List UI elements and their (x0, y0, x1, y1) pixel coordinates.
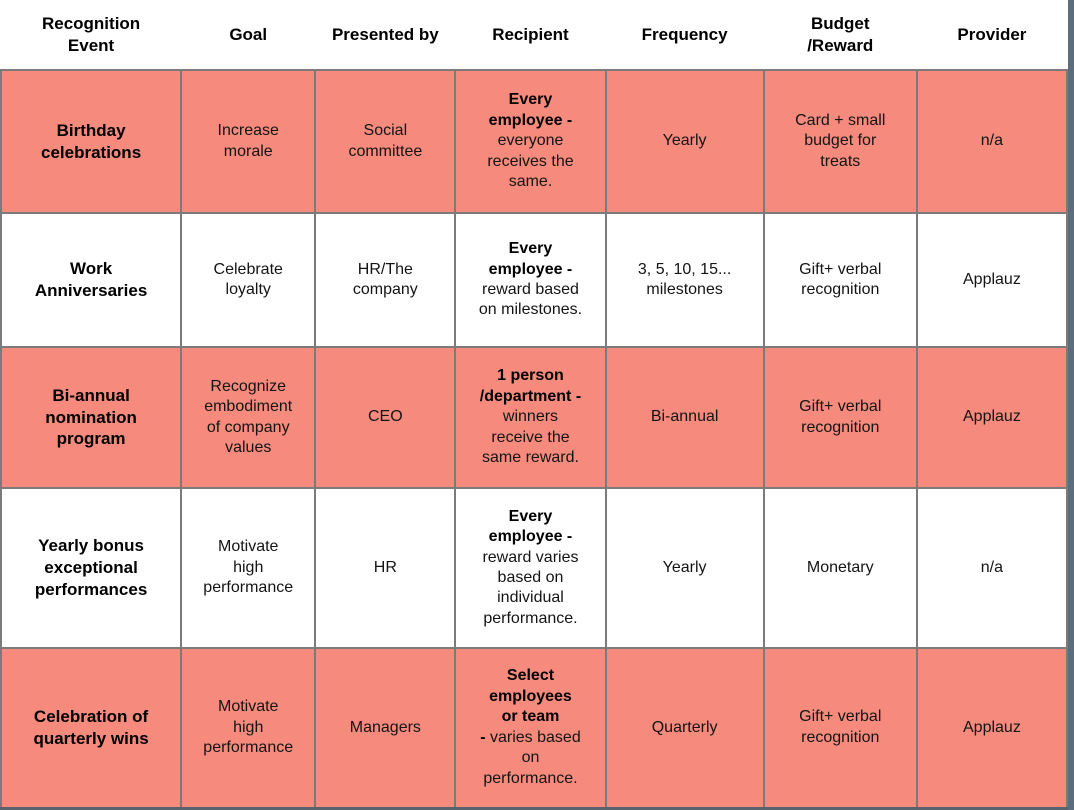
cell-goal: Celebrate loyalty (180, 212, 317, 348)
cell-goal: Recognize embodiment of company values (180, 346, 317, 489)
cell-recipient: Select employees or team - varies based … (454, 647, 607, 809)
column-header-budget-reward: Budget /Reward (763, 0, 917, 70)
cell-budget-reward: Gift+ verbal recognition (762, 212, 918, 348)
cell-recipient: Every employee - everyone receives the s… (454, 69, 607, 214)
recipient-detail-text: reward based on milestones. (478, 281, 583, 319)
column-header-recipient: Recipient (455, 0, 606, 70)
cell-provider: Applauz (915, 212, 1069, 348)
recipient-detail-text: reward varies based on individual perfor… (482, 548, 579, 627)
cell-event: Work Anniversaries (0, 212, 183, 348)
cell-presented-by: Social committee (314, 69, 457, 214)
cell-budget-reward: Card + small budget for treats (762, 69, 918, 214)
table-row-work-anniversaries: Work Anniversaries Celebrate loyalty HR/… (0, 212, 1069, 348)
cell-provider: n/a (915, 487, 1069, 649)
column-header-goal: Goal (181, 0, 316, 70)
cell-goal: Motivate high performance (180, 647, 317, 809)
cell-frequency: Yearly (604, 69, 765, 214)
cell-recipient: Every employee - reward varies based on … (454, 487, 607, 649)
window-edge-strip (1068, 0, 1074, 810)
column-header-provider: Provider (916, 0, 1067, 70)
cell-provider: Applauz (915, 346, 1069, 489)
cell-event: Bi-annual nomination program (0, 346, 183, 489)
cell-presented-by: Managers (314, 647, 457, 809)
cell-presented-by: HR (314, 487, 457, 649)
table-row-yearly-bonus: Yearly bonus exceptional performances Mo… (0, 487, 1069, 649)
table-row-quarterly-wins: Celebration of quarterly wins Motivate h… (0, 647, 1069, 809)
table-row-birthday-celebrations: Birthday celebrations Increase morale So… (0, 69, 1069, 214)
recipient-detail-text: varies based on performance. (483, 728, 581, 787)
cell-presented-by: HR/The company (314, 212, 457, 348)
cell-budget-reward: Gift+ verbal recognition (762, 346, 918, 489)
column-header-frequency: Frequency (605, 0, 764, 70)
recipient-bold-text: 1 person /department - (479, 367, 582, 405)
cell-recipient: 1 person /department - winners receive t… (454, 346, 607, 489)
cell-provider: n/a (915, 69, 1069, 214)
recipient-bold-text: Every employee - (488, 507, 573, 546)
column-header-recognition-event: Recognition Event (1, 0, 182, 70)
column-header-presented-by: Presented by (315, 0, 456, 70)
recipient-bold-text: Select employees or team - (480, 667, 572, 746)
cell-budget-reward: Gift+ verbal recognition (762, 647, 918, 809)
table-header-row: Recognition Event Goal Presented by Reci… (1, 0, 1067, 70)
table-row-bi-annual-nomination: Bi-annual nomination program Recognize e… (0, 346, 1069, 489)
cell-event: Celebration of quarterly wins (0, 647, 183, 809)
recipient-bold-text: Every employee - (488, 240, 573, 278)
recipient-bold-text: Every employee - (488, 91, 573, 129)
cell-frequency: 3, 5, 10, 15... milestones (604, 212, 765, 348)
cell-frequency: Quarterly (604, 647, 765, 809)
cell-provider: Applauz (915, 647, 1069, 809)
cell-presented-by: CEO (314, 346, 457, 489)
cell-budget-reward: Monetary (762, 487, 918, 649)
cell-goal: Motivate high performance (180, 487, 317, 649)
cell-frequency: Yearly (604, 487, 765, 649)
recipient-detail-text: everyone receives the same. (487, 132, 574, 191)
cell-recipient: Every employee - reward based on milesto… (454, 212, 607, 348)
recipient-detail-text: winners receive the same reward. (482, 408, 579, 467)
cell-event: Birthday celebrations (0, 69, 183, 214)
cell-event: Yearly bonus exceptional performances (0, 487, 183, 649)
cell-goal: Increase morale (180, 69, 317, 214)
cell-frequency: Bi-annual (604, 346, 765, 489)
